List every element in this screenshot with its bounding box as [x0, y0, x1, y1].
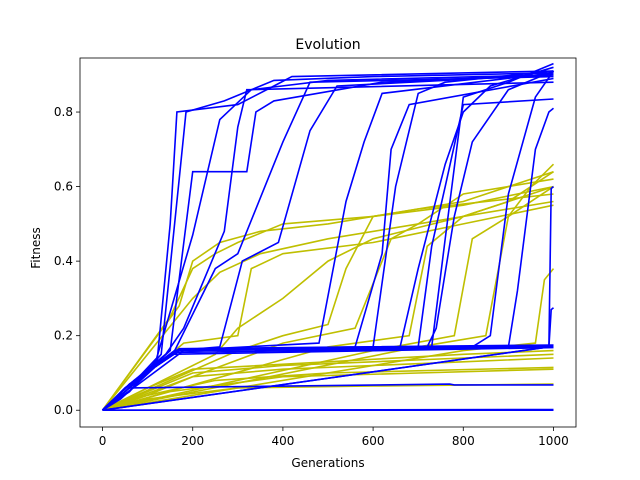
x-tick-label-1: 200	[181, 434, 204, 448]
y-tick-label-3: 0.6	[54, 180, 73, 194]
y-tick-label-2: 0.4	[54, 254, 73, 268]
series-line-best-19	[102, 345, 554, 411]
series-line-average-41	[102, 268, 555, 411]
series-line-average-39	[102, 185, 554, 411]
y-axis-label: Fitness	[29, 227, 43, 269]
series-line-best-24	[102, 408, 554, 412]
series-line-best-21	[102, 307, 555, 411]
plot-area	[101, 62, 555, 412]
x-tick-label-0: 0	[99, 434, 107, 448]
series-line-best-22	[101, 383, 554, 411]
axes-frame	[79, 57, 577, 428]
axes: 0 200 400 600 800 1000 0.0 0.2 0.4 0.6 0.8	[54, 57, 577, 448]
x-tick-label-5: 1000	[538, 434, 569, 448]
series-line-average-25	[102, 353, 554, 411]
series-line-average-27	[102, 366, 554, 411]
y-tick-label-4: 0.8	[54, 105, 73, 119]
series-line-average-40	[102, 163, 555, 411]
x-axis-label: Generations	[291, 456, 364, 470]
x-tick-label-2: 400	[271, 434, 294, 448]
series-line-average-37	[102, 178, 554, 411]
chart-title: Evolution	[295, 37, 360, 53]
series-line-average-34	[101, 204, 554, 411]
x-tick-label-3: 600	[362, 434, 385, 448]
x-tick-label-4: 800	[452, 434, 475, 448]
y-tick-label-1: 0.2	[54, 329, 73, 343]
y-tick-label-0: 0.0	[54, 403, 73, 417]
